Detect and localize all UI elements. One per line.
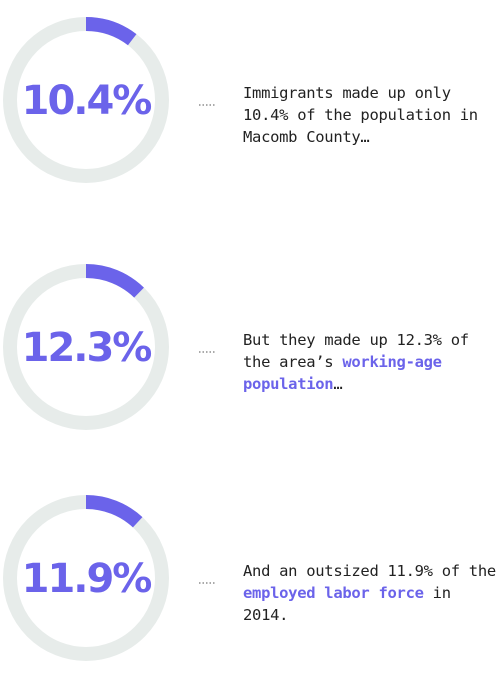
donut-arc [85, 17, 137, 46]
caption: Immigrants made up only 10.4% of the pop… [243, 82, 502, 148]
caption: And an outsized 11.9% of the employed la… [243, 560, 502, 626]
donut-value-label: 11.9% [22, 556, 152, 602]
caption-text: Immigrants made up only 10.4% of the pop… [243, 84, 478, 146]
donut-arc [85, 264, 144, 298]
caption-text: And an outsized 11.9% of the [243, 562, 496, 580]
donut-value-label: 10.4% [22, 78, 152, 124]
caption: But they made up 12.3% of the area’s wor… [243, 329, 502, 395]
caption-highlight: employed labor force [243, 584, 424, 602]
caption-text: … [333, 375, 343, 393]
donut-value-label: 12.3% [22, 325, 152, 371]
caption-text: But they made up 12.3% of the area’s [243, 331, 469, 371]
donut-arc [85, 495, 143, 528]
caption-highlight: working-age population [243, 353, 442, 393]
caption-text: in 2014. [243, 584, 451, 624]
